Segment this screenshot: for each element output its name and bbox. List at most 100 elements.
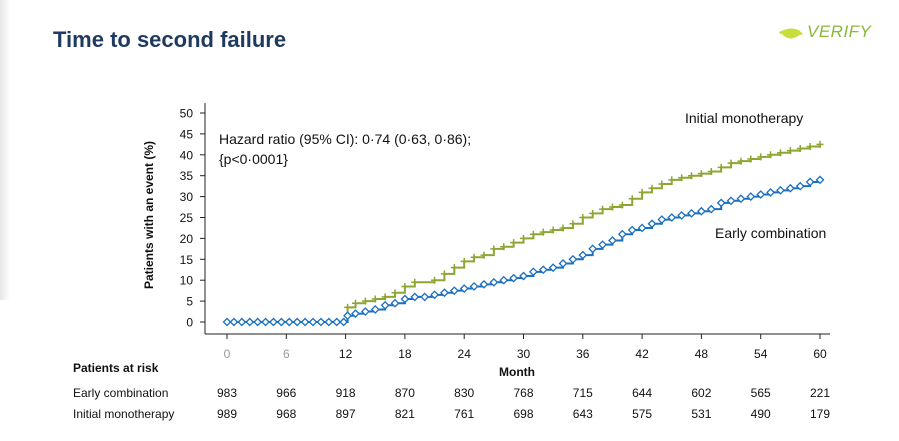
series-point [253, 317, 263, 327]
at-risk-value: 830 [454, 386, 474, 400]
series-point [470, 253, 478, 261]
at-risk-value: 989 [217, 407, 237, 421]
at-risk-value: 490 [751, 407, 771, 421]
series-point [361, 297, 369, 305]
series-point [706, 204, 716, 214]
series-point [261, 317, 270, 327]
series-point [538, 265, 548, 275]
series-point [668, 176, 676, 184]
series-point [520, 234, 527, 242]
series-point [608, 236, 617, 245]
series-point [351, 299, 359, 307]
at-risk-value: 715 [573, 386, 593, 400]
series-point [237, 317, 247, 327]
series-point [588, 244, 598, 254]
series-point [657, 215, 667, 225]
leaf-icon [779, 28, 803, 40]
y-tick-label: 10 [180, 274, 194, 288]
series-point [767, 151, 775, 159]
series-point [539, 228, 547, 236]
series-point [667, 213, 677, 222]
series-point [300, 317, 310, 327]
series-point [569, 220, 577, 228]
series-point [608, 203, 616, 211]
at-risk-value: 897 [336, 407, 356, 421]
x-tick-label: 30 [517, 347, 531, 361]
series-point [401, 282, 409, 290]
x-tick-label: 24 [458, 347, 472, 361]
y-tick-label: 5 [186, 295, 193, 309]
series-point [440, 270, 448, 278]
page-title: Time to second failure [53, 27, 287, 52]
at-risk-value: 918 [336, 386, 356, 400]
series-point [449, 286, 459, 296]
y-tick-label: 15 [180, 253, 194, 267]
series-point [360, 307, 370, 316]
series-point [460, 257, 468, 265]
series-point [707, 168, 715, 176]
series-point [559, 224, 567, 232]
series-point [332, 317, 342, 327]
series-point [757, 153, 765, 161]
at-risk-header: Patients at risk [73, 361, 159, 375]
series-point [766, 188, 776, 197]
x-tick-label: 36 [576, 347, 590, 361]
series-point [344, 303, 352, 311]
series-point [410, 292, 420, 302]
series-point [579, 214, 587, 221]
y-tick-label: 30 [180, 190, 194, 204]
series-point [746, 192, 756, 202]
series-point [529, 230, 537, 238]
series-point [549, 226, 557, 234]
series-point [736, 194, 746, 204]
series-point [351, 309, 360, 319]
series-point [816, 140, 824, 148]
verify-logo: VERIFY [777, 20, 887, 48]
series-point [499, 275, 509, 285]
series-label: Initial monotherapy [685, 110, 803, 126]
x-tick-label: 54 [754, 347, 768, 361]
at-risk-value: 602 [691, 386, 711, 400]
series-point [245, 317, 255, 327]
series-point [805, 177, 815, 187]
series-point [678, 174, 686, 182]
x-tick-label: 42 [635, 347, 649, 361]
series-point [776, 149, 784, 157]
series-point [776, 185, 785, 195]
series-point [815, 175, 825, 185]
at-risk-value: 983 [217, 386, 237, 400]
series-point [411, 278, 419, 286]
y-tick-label: 20 [180, 232, 194, 246]
series-point [431, 276, 439, 284]
series-point [727, 159, 735, 167]
series-point [339, 317, 349, 327]
x-axis-label: Month [499, 365, 535, 379]
series-point [756, 190, 766, 199]
x-tick-label: 6 [283, 347, 290, 361]
series-point [589, 209, 597, 217]
series-point [717, 163, 725, 171]
series-point [400, 294, 410, 304]
x-tick-label: 12 [339, 347, 353, 361]
x-tick-label: 48 [695, 347, 709, 361]
series-point [371, 295, 379, 303]
series-point [380, 300, 390, 310]
series-point [638, 188, 646, 196]
at-risk-value: 643 [573, 407, 593, 421]
series-point [450, 264, 458, 272]
hazard-ratio-annotation: Hazard ratio (95% CI): 0·74 (0·63, 0·86)… [219, 131, 471, 147]
series-point [509, 273, 519, 283]
series-point [628, 195, 636, 203]
series-point [558, 259, 568, 268]
series-point [381, 293, 389, 301]
series-point [519, 271, 528, 281]
at-risk-value: 644 [632, 386, 652, 400]
series-point [391, 289, 399, 297]
series-point [510, 239, 518, 247]
at-risk-value: 698 [513, 407, 533, 421]
y-tick-label: 50 [180, 107, 194, 121]
series-point [469, 282, 479, 291]
series-point [440, 288, 449, 298]
series-point [737, 157, 745, 165]
at-risk-value: 531 [691, 407, 711, 421]
